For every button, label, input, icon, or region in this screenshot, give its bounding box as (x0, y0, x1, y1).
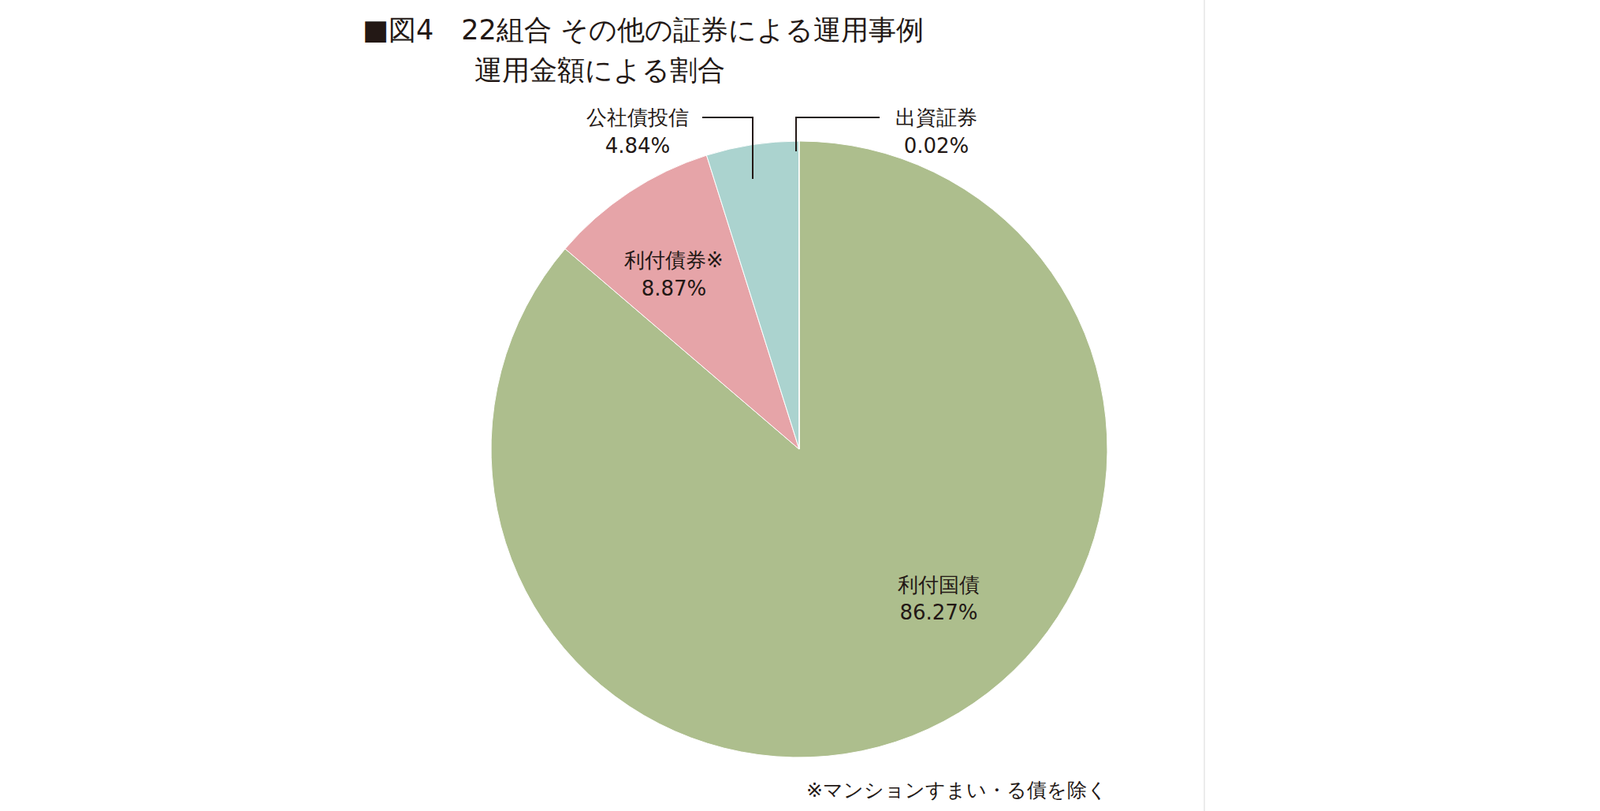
slice-label: 出資証券 (895, 105, 978, 130)
divider (1203, 0, 1206, 811)
leader-line (702, 117, 753, 179)
subtitle: 運用金額による割合 (474, 54, 726, 86)
title: ■図4 22組合 その他の証券による運用事例 (362, 14, 924, 46)
labels: 利付国債 86.27% 利付債券※ 8.87% 公社債投信 4.84% 出資証券 0.02% (586, 105, 980, 625)
slice-label: 利付債券※ (624, 248, 724, 272)
slice-label: 利付国債 (897, 573, 980, 597)
data-label: 0.02% (904, 133, 970, 158)
annotation: ※マンションすまい・る債を除く (806, 778, 1108, 802)
slice-label: 公社債投信 (586, 105, 689, 130)
slice (798, 141, 800, 450)
chart: ■図4 22組合 その他の証券による運用事例運用金額による割合利付国債 86.27… (0, 0, 1600, 811)
slice (706, 141, 800, 450)
slices (491, 141, 1108, 758)
data-label: 8.87% (641, 276, 707, 301)
data-label: 4.84% (605, 133, 671, 158)
slice (491, 141, 1108, 758)
leader-line (796, 117, 880, 152)
data-label: 86.27% (899, 600, 978, 625)
